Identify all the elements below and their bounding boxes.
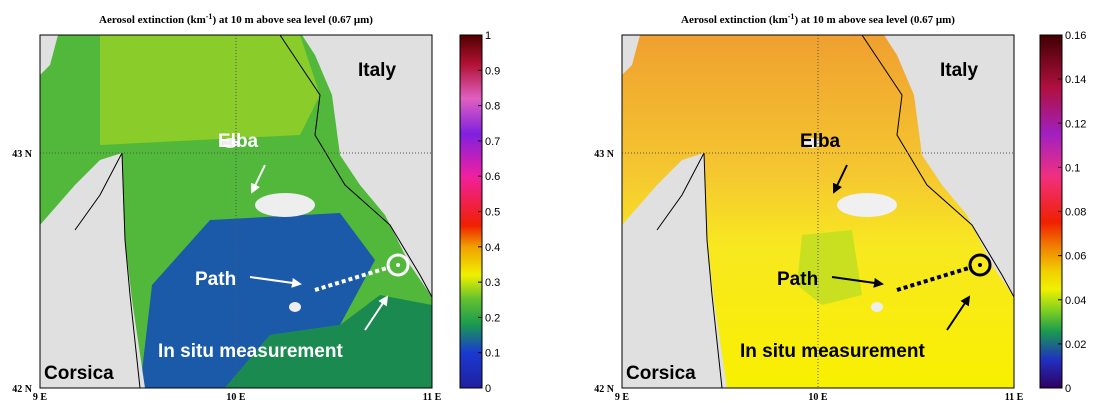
lon-label: 11 E	[423, 392, 442, 403]
lon-label: 9 E	[33, 392, 48, 403]
colorbar-tick-label: 0.9	[485, 65, 500, 77]
title-suffix: ) at 10 m above sea level (0.67 μm)	[794, 14, 955, 26]
colorbar-tick-label: 0	[1065, 383, 1071, 395]
label-corsica: Corsica	[44, 363, 114, 384]
colorbar-tick-label: 0.08	[1065, 207, 1086, 219]
lat-label: 43 N	[12, 149, 33, 160]
title-superscript: -1	[206, 12, 213, 21]
label-measurement: In situ measurement	[158, 341, 343, 362]
lon-label: 11 E	[1005, 392, 1024, 403]
title-text: Aerosol extinction (km	[99, 14, 206, 26]
label-path: Path	[195, 269, 236, 290]
lat-label: 43 N	[594, 149, 615, 160]
colorbar-tick-label: 0.4	[485, 242, 500, 254]
colorbar-tick-label: 0.8	[485, 101, 500, 113]
colorbar-tick-label: 0.12	[1065, 118, 1086, 130]
title-superscript: -1	[788, 12, 795, 21]
label-italy: Italy	[940, 60, 978, 81]
lon-label: 10 E	[226, 392, 246, 403]
title-suffix: ) at 10 m above sea level (0.67 μm)	[212, 14, 373, 26]
colorbar-tick-label: 0.16	[1065, 30, 1086, 42]
measurement-dot	[396, 263, 400, 267]
colorbar-tick-label: 0	[485, 383, 491, 395]
label-corsica: Corsica	[626, 363, 696, 384]
lat-label: 42 N	[594, 384, 615, 395]
colorbar-tick-label: 1	[485, 30, 491, 42]
island-elba	[255, 193, 315, 217]
colorbar-tick-label: 0.6	[485, 171, 500, 183]
label-elba: Elba	[800, 131, 841, 152]
sea-region	[100, 35, 320, 145]
island	[871, 302, 883, 312]
colorbar-tick-label: 0.2	[485, 312, 500, 324]
colorbar-tick-label: 0.02	[1065, 339, 1086, 351]
lat-label: 42 N	[12, 384, 33, 395]
colorbar-tick-label: 0.1	[485, 348, 500, 360]
label-path: Path	[777, 269, 818, 290]
label-measurement: In situ measurement	[740, 341, 925, 362]
colorbar-tick-label: 0.3	[485, 277, 500, 289]
measurement-dot	[978, 263, 982, 267]
colorbar-tick-label: 0.1	[1065, 162, 1080, 174]
map-title: Aerosol extinction (km-1) at 10 m above …	[681, 12, 955, 26]
colorbar-tick-label: 0.5	[485, 207, 500, 219]
lon-label: 9 E	[615, 392, 630, 403]
colorbar-tick-label: 0.7	[485, 136, 500, 148]
island	[289, 302, 301, 312]
colorbar-tick-label: 0.06	[1065, 251, 1086, 263]
colorbar-tick-label: 0.14	[1065, 74, 1086, 86]
colorbar-tick-label: 0.04	[1065, 295, 1086, 307]
map-title: Aerosol extinction (km-1) at 10 m above …	[99, 12, 373, 26]
island-elba	[837, 193, 897, 217]
map-panel: Italy Elba Path In situ measurement Corsica	[40, 35, 432, 388]
label-italy: Italy	[358, 60, 396, 81]
label-elba: Elba	[218, 131, 259, 152]
title-text: Aerosol extinction (km	[681, 14, 788, 26]
figure: Italy Elba Path In situ measurement Corsica A…	[0, 0, 1097, 403]
lon-label: 10 E	[808, 392, 828, 403]
map-panel: Italy Elba Path In situ measurement Corsica	[622, 35, 1014, 388]
